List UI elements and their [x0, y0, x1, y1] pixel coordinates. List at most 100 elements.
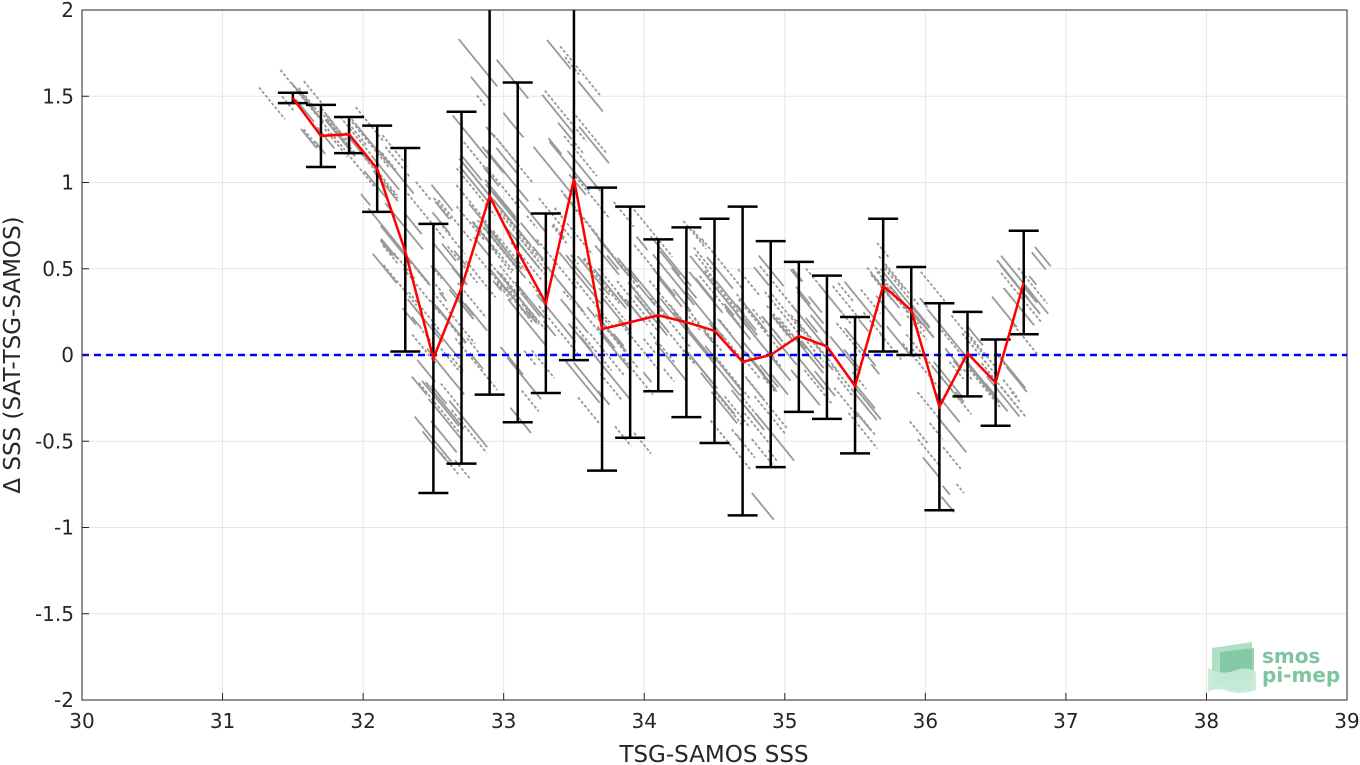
scatter-streak	[437, 199, 473, 242]
scatter-streak	[764, 291, 799, 333]
scatter-streak	[885, 325, 911, 355]
scatter-streak	[574, 175, 611, 220]
scatter-streak	[450, 409, 488, 454]
y-tick-label: -1	[54, 516, 74, 540]
scatter-streak	[465, 260, 497, 298]
scatter-streak	[300, 128, 318, 149]
scatter-streak	[509, 407, 532, 434]
scatter-streak	[476, 94, 487, 108]
scatter-streak	[589, 333, 625, 376]
scatter-streak	[692, 229, 705, 245]
scatter-streak	[835, 322, 864, 356]
scatter-streak	[672, 288, 692, 312]
scatter-streak	[348, 117, 391, 169]
scatter-streak	[485, 183, 520, 226]
scatter-streak	[874, 266, 889, 284]
scatter-streak	[483, 167, 500, 187]
scatter-streak	[281, 95, 295, 112]
scatter-streak	[831, 285, 862, 321]
scatter-streak	[577, 396, 600, 424]
scatter-streak	[499, 209, 540, 259]
scatter-streak	[741, 315, 758, 336]
x-tick-label: 37	[1053, 709, 1078, 733]
logo-wave-icon	[1208, 642, 1256, 693]
scatter-streak	[382, 244, 399, 264]
scatter-streak	[1005, 366, 1028, 393]
scatter-streak	[800, 326, 829, 361]
scatter-streak	[562, 290, 572, 301]
scatter-streak	[363, 170, 388, 200]
scatter-streak	[408, 291, 442, 332]
scatter-streak	[597, 267, 630, 307]
scatter-streak	[430, 323, 460, 360]
scatter-streak	[430, 184, 454, 212]
scatter-streak	[582, 258, 620, 305]
scatter-streak	[637, 283, 656, 307]
scatter-streak	[600, 296, 631, 333]
scatter-streak	[728, 381, 741, 396]
scatter-streak	[453, 250, 467, 266]
scatter-streak	[499, 346, 524, 376]
x-tick-label: 33	[491, 709, 516, 733]
scatter-streak	[814, 370, 836, 397]
scatter-streak	[624, 298, 643, 320]
scatter-streak	[870, 272, 901, 309]
scatter-streak	[520, 389, 540, 413]
scatter-streak	[434, 201, 450, 220]
scatter-streak	[770, 333, 798, 366]
scatter-streak	[795, 319, 840, 373]
scatter-streak	[806, 340, 825, 363]
scatter-streak	[657, 277, 683, 308]
scatter-streak	[520, 291, 542, 318]
scatter-streak	[883, 267, 912, 301]
scatter-streak	[651, 267, 676, 297]
scatter-streak	[412, 305, 444, 343]
scatter-streak	[440, 347, 464, 376]
scatter-streak	[1034, 246, 1052, 267]
scatter-streak	[920, 271, 946, 302]
scatter-streak	[586, 306, 597, 318]
scatter-streak	[966, 332, 996, 367]
x-tick-label: 36	[913, 709, 938, 733]
scatter-streak	[1002, 379, 1018, 398]
scatter-streak	[917, 438, 941, 467]
scatter-streak	[574, 142, 584, 154]
scatter-streak	[633, 432, 652, 455]
scatter-streak	[742, 341, 759, 360]
scatter-streak	[753, 395, 787, 436]
scatter-streak	[367, 158, 398, 196]
scatter-streak	[704, 345, 742, 391]
scatter-streak	[731, 428, 756, 459]
scatter-streak	[847, 412, 879, 450]
scatter-streak	[745, 351, 766, 376]
scatter-streak	[723, 395, 751, 429]
scatter-streak	[514, 281, 546, 319]
x-axis-ticks: 30 31 32 33 34 35 36 37 38 39	[69, 693, 1360, 733]
scatter-streak	[510, 241, 543, 281]
scatter-streak	[687, 352, 719, 389]
scatter-streak	[572, 277, 616, 330]
scatter-streak	[698, 275, 742, 327]
scatter-streak	[492, 191, 517, 220]
scatter-streak	[751, 438, 778, 471]
scatter-streak	[361, 153, 399, 199]
scatter-streak	[614, 425, 632, 447]
scatter-streak	[440, 452, 459, 475]
scatter-streak	[441, 243, 457, 262]
scatter-streak	[999, 264, 1041, 315]
scatter-streak	[735, 293, 748, 308]
scatter-streak	[944, 347, 963, 369]
scatter-streak	[464, 302, 488, 332]
scatter-streak	[701, 238, 743, 289]
scatter-streak	[598, 287, 626, 321]
scatter-streak	[481, 146, 505, 174]
error-bar	[474, 10, 505, 396]
scatter-streak	[617, 320, 661, 372]
scatter-streak	[1023, 283, 1049, 315]
scatter-streak	[703, 270, 741, 315]
scatter-streak	[844, 327, 877, 367]
scatter-streak	[493, 199, 532, 247]
scatter-streak	[471, 221, 499, 254]
scatter-streak	[759, 265, 796, 310]
scatter-streak	[525, 309, 538, 325]
